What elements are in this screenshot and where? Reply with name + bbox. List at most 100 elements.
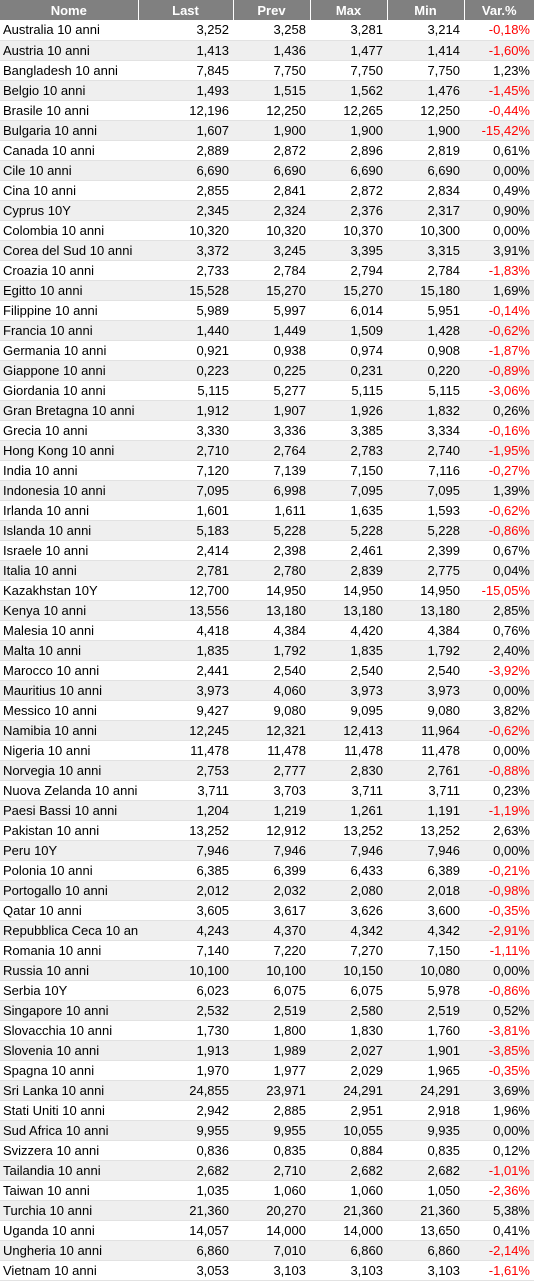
table-row: Turchia 10 anni 21,360 20,270 21,360 21,360 5…: [0, 1200, 534, 1221]
cell-max: 6,014: [310, 300, 387, 321]
cell-prev: 9,955: [233, 1120, 310, 1141]
cell-max: 1,900: [310, 120, 387, 141]
cell-name: India 10 anni: [0, 460, 138, 481]
table-row: Messico 10 anni 9,427 9,080 9,095 9,080 3,82%: [0, 700, 534, 721]
cell-max: 3,711: [310, 780, 387, 801]
cell-min: 1,832: [387, 400, 464, 421]
cell-name: Brasile 10 anni: [0, 100, 138, 121]
cell-max: 7,750: [310, 60, 387, 81]
cell-min: 15,180: [387, 280, 464, 301]
cell-max: 6,433: [310, 860, 387, 881]
cell-max: 3,973: [310, 680, 387, 701]
cell-max: 2,376: [310, 200, 387, 221]
cell-max: 10,055: [310, 1120, 387, 1141]
cell-var: 0,76%: [464, 620, 534, 641]
cell-last: 9,427: [138, 700, 233, 721]
cell-name: Paesi Bassi 10 anni: [0, 800, 138, 821]
cell-prev: 10,100: [233, 960, 310, 981]
cell-name: Portogallo 10 anni: [0, 880, 138, 901]
cell-name: Giappone 10 anni: [0, 360, 138, 381]
cell-last: 2,682: [138, 1160, 233, 1181]
cell-name: Pakistan 10 anni: [0, 820, 138, 841]
table-row: Giordania 10 anni 5,115 5,277 5,115 5,115 -3,…: [0, 380, 534, 401]
cell-prev: 2,764: [233, 440, 310, 461]
cell-min: 12,250: [387, 100, 464, 121]
cell-prev: 12,321: [233, 720, 310, 741]
cell-min: 14,950: [387, 580, 464, 601]
cell-min: 11,964: [387, 720, 464, 741]
cell-max: 4,342: [310, 920, 387, 941]
header-row: Nome Last Prev Max Min Var.%: [0, 0, 534, 20]
cell-last: 2,414: [138, 540, 233, 561]
cell-var: 0,67%: [464, 540, 534, 561]
cell-min: 2,834: [387, 180, 464, 201]
cell-last: 12,700: [138, 580, 233, 601]
cell-last: 1,730: [138, 1020, 233, 1041]
cell-var: 0,41%: [464, 1220, 534, 1241]
table-row: Sud Africa 10 anni 9,955 9,955 10,055 9,935 0…: [0, 1120, 534, 1141]
cell-min: 6,690: [387, 160, 464, 181]
cell-prev: 1,611: [233, 500, 310, 521]
cell-prev: 4,370: [233, 920, 310, 941]
cell-var: 0,00%: [464, 740, 534, 761]
cell-min: 6,860: [387, 1240, 464, 1261]
cell-var: 0,00%: [464, 840, 534, 861]
cell-var: -0,14%: [464, 300, 534, 321]
cell-last: 6,690: [138, 160, 233, 181]
cell-prev: 2,780: [233, 560, 310, 581]
cell-max: 14,950: [310, 580, 387, 601]
cell-min: 1,792: [387, 640, 464, 661]
table-row: Paesi Bassi 10 anni 1,204 1,219 1,261 1,191-…: [0, 800, 534, 821]
cell-var: 0,12%: [464, 1140, 534, 1161]
table-row: Norvegia 10 anni 2,753 2,777 2,830 2,761 -0,8…: [0, 760, 534, 781]
cell-var: -0,62%: [464, 500, 534, 521]
cell-min: 2,682: [387, 1160, 464, 1181]
cell-max: 10,370: [310, 220, 387, 241]
cell-var: -15,42%: [464, 120, 534, 141]
table-row: Nigeria 10 anni 11,478 11,478 11,478 11,478 0…: [0, 740, 534, 761]
cell-last: 7,120: [138, 460, 233, 481]
table-row: Brasile 10 anni 12,196 12,250 12,265 12,250-…: [0, 100, 534, 121]
cell-max: 2,580: [310, 1000, 387, 1021]
cell-last: 6,023: [138, 980, 233, 1001]
cell-min: 1,428: [387, 320, 464, 341]
cell-var: -0,86%: [464, 980, 534, 1001]
table-row: Austria 10 anni 1,413 1,436 1,477 1,414 -1,60…: [0, 40, 534, 61]
cell-prev: 23,971: [233, 1080, 310, 1101]
cell-last: 13,556: [138, 600, 233, 621]
cell-prev: 1,800: [233, 1020, 310, 1041]
table-row: Tailandia 10 anni 2,682 2,710 2,682 2,682 -1,…: [0, 1160, 534, 1181]
cell-min: 1,760: [387, 1020, 464, 1041]
cell-min: 1,593: [387, 500, 464, 521]
cell-last: 3,252: [138, 20, 233, 41]
cell-last: 10,100: [138, 960, 233, 981]
table-row: Repubblica Ceca 10 anni 4,243 4,370 4,342 4,…: [0, 920, 534, 941]
cell-last: 13,252: [138, 820, 233, 841]
cell-prev: 3,245: [233, 240, 310, 261]
cell-var: 2,85%: [464, 600, 534, 621]
table-row: Cyprus 10Y 2,345 2,324 2,376 2,317 0,90%: [0, 200, 534, 221]
cell-name: Colombia 10 anni: [0, 220, 138, 241]
table-row: Kenya 10 anni 13,556 13,180 13,180 13,180 2,8…: [0, 600, 534, 621]
cell-name: Serbia 10Y: [0, 980, 138, 1001]
cell-min: 5,951: [387, 300, 464, 321]
cell-name: Vietnam 10 anni: [0, 1260, 138, 1281]
table-row: Belgio 10 anni 1,493 1,515 1,562 1,476 -1,45%: [0, 80, 534, 101]
cell-last: 7,946: [138, 840, 233, 861]
cell-name: Norvegia 10 anni: [0, 760, 138, 781]
cell-prev: 1,219: [233, 800, 310, 821]
cell-prev: 6,998: [233, 480, 310, 501]
cell-var: 0,00%: [464, 1120, 534, 1141]
cell-max: 6,075: [310, 980, 387, 1001]
cell-min: 13,650: [387, 1220, 464, 1241]
cell-max: 2,027: [310, 1040, 387, 1061]
cell-max: 7,095: [310, 480, 387, 501]
cell-name: Spagna 10 anni: [0, 1060, 138, 1081]
cell-min: 2,519: [387, 1000, 464, 1021]
cell-prev: 4,384: [233, 620, 310, 641]
cell-prev: 12,250: [233, 100, 310, 121]
cell-var: -15,05%: [464, 580, 534, 601]
cell-min: 1,191: [387, 800, 464, 821]
cell-name: Taiwan 10 anni: [0, 1180, 138, 1201]
